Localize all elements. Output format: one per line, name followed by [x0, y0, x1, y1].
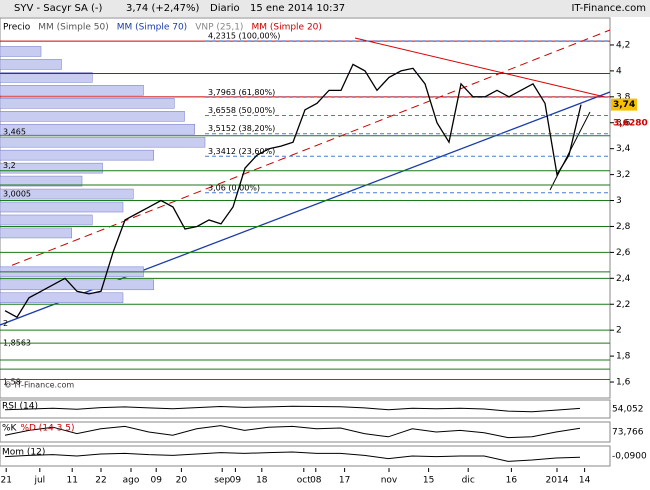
last-price-label: 3,74	[613, 100, 635, 110]
source: IT-Finance.com	[571, 3, 646, 14]
volume-profile-bar	[0, 59, 62, 70]
volume-profile-label: 1,58	[3, 378, 21, 387]
date: 15 ene 2014 10:37	[250, 3, 345, 14]
volume-profile-bar	[0, 162, 103, 174]
y-tick-label: 2,4	[616, 274, 631, 284]
volume-profile-label: 3,0005	[3, 190, 31, 199]
y-tick-label: 2,8	[616, 222, 631, 232]
x-tick-label: 15	[423, 476, 434, 486]
y-tick-label: 2,6	[616, 248, 631, 258]
y-tick-label: 4,2	[616, 40, 630, 50]
x-tick-label: 22	[95, 476, 106, 486]
legend-entry: MM (Simple 20)	[251, 23, 321, 33]
indicator-line	[4, 405, 581, 413]
y-tick-label: 2,2	[616, 300, 630, 310]
quote: 3,74 (+2,47%)	[126, 3, 199, 14]
x-tick-label: 20	[176, 476, 188, 486]
y-tick-label: 1,6	[616, 378, 631, 388]
indicator-name: %K	[2, 424, 18, 434]
volume-profile-label: 3,2	[3, 161, 16, 170]
x-tick-label: ago	[123, 476, 140, 486]
indicator-value: 54,052	[612, 405, 644, 415]
trend-line	[354, 37, 606, 98]
indicator-value: -0,0900	[612, 452, 647, 462]
indicator-line	[4, 451, 581, 462]
x-tick-label: 2014	[546, 476, 569, 486]
y-tick-label: 3,2	[616, 170, 630, 180]
fibonacci-label: 3,6558 (50,00%)	[208, 106, 275, 115]
y-tick-label: 1,8	[616, 352, 631, 362]
volume-profile-bar	[0, 214, 93, 226]
indicator-line	[4, 425, 581, 439]
fibonacci-label: 3,06 (0,00%)	[208, 183, 260, 192]
volume-profile-bar	[0, 98, 175, 109]
trend-line	[0, 29, 611, 271]
header-bar	[0, 0, 650, 17]
x-tick-label: nov	[381, 476, 398, 486]
fibonacci-label: 3,3412 (23,60%)	[208, 147, 275, 156]
fibonacci-label: 3,5152 (38,20%)	[208, 124, 275, 133]
volume-profile-bar	[0, 292, 124, 304]
volume-profile-bar	[0, 175, 83, 187]
volume-profile-bar	[0, 72, 93, 83]
volume-profile-bar	[0, 188, 134, 200]
legend-entry: Precio	[3, 23, 31, 33]
x-tick-label: jul	[33, 476, 45, 486]
period: Diario	[210, 3, 240, 14]
x-tick-label: 09	[150, 476, 162, 486]
y-tick-label: 3	[616, 196, 622, 206]
x-tick-label: sep	[214, 476, 230, 486]
fibonacci-label: 4,2315 (100,00%)	[208, 31, 280, 40]
x-tick-label: 16	[506, 476, 518, 486]
y-tick-label: 3,4	[616, 144, 631, 154]
volume-profile-bar	[0, 279, 154, 291]
indicator-panel	[0, 445, 611, 467]
y-tick-label: 3,8	[616, 92, 631, 102]
volume-profile-bar	[0, 201, 124, 213]
fibonacci-label: 3,7963 (61,80%)	[208, 88, 275, 97]
x-tick-label: 21	[0, 476, 11, 486]
indicator-name: %D (14 3 5)	[20, 424, 74, 434]
volume-profile-bar	[0, 85, 144, 96]
volume-profile-label: 3,465	[3, 127, 26, 136]
y-tick-label: 3,6	[616, 118, 631, 128]
x-tick-label: 18	[256, 476, 268, 486]
indicator-name: RSI (14)	[2, 402, 38, 412]
x-tick-label: dic	[462, 476, 475, 486]
main-panel	[0, 17, 611, 399]
legend-entry: VNP (25,1)	[195, 23, 243, 33]
y-tick-label: 2	[616, 326, 622, 336]
legend-entry: MM (Simple 50)	[38, 23, 108, 33]
volume-profile-bar	[0, 149, 154, 161]
chart-title: SYV - Sacyr SA (-)	[14, 3, 103, 14]
last-price-box	[611, 98, 637, 111]
indicator-panel	[0, 399, 611, 419]
level-label: 3,6280	[613, 119, 648, 129]
x-tick-label: 14	[579, 476, 591, 486]
y-tick-label: 4	[616, 66, 622, 76]
indicator-name: Mom (12)	[2, 448, 45, 458]
x-tick-label: 17	[339, 476, 350, 486]
volume-profile-bar	[0, 111, 185, 122]
watermark: © IT-Finance.com	[4, 381, 74, 390]
volume-profile-label: 2	[3, 319, 8, 328]
volume-profile-bar	[0, 123, 195, 135]
x-tick-label: 11	[66, 476, 77, 486]
legend-entry: MM (Simple 70)	[117, 23, 187, 33]
x-tick-label: oct	[297, 476, 311, 486]
volume-profile-bar	[0, 136, 206, 148]
volume-profile-bar	[0, 46, 42, 57]
indicator-panel	[0, 421, 611, 443]
volume-profile-bar	[0, 227, 72, 239]
indicator-value: 73,766	[612, 428, 644, 438]
x-tick-label: 08	[310, 476, 322, 486]
x-tick-label: 09	[230, 476, 242, 486]
price-line	[4, 63, 582, 319]
